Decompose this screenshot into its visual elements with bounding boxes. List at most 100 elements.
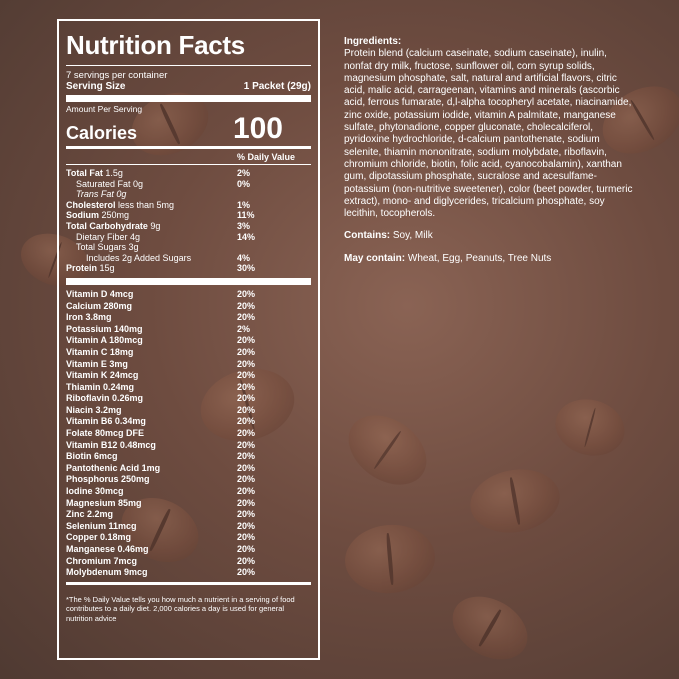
vitamin-dv: 20% xyxy=(237,532,256,543)
may-contain-text: Wheat, Egg, Peanuts, Tree Nuts xyxy=(405,252,552,264)
nutrient-dv: 14% xyxy=(237,231,256,242)
nutrient-amount: 250mg xyxy=(99,210,130,221)
vitamin-dv: 20% xyxy=(237,381,256,392)
nutrient-dv: 30% xyxy=(237,263,256,274)
vitamin-dv: 20% xyxy=(237,288,256,299)
coffee-bean-image xyxy=(549,391,631,464)
nutrient-row: Dietary Fiber 4g 14% xyxy=(66,232,311,243)
nutrient-amount: Dietary Fiber 4g xyxy=(76,231,141,242)
vitamin-row: Iron 3.8mg 20% xyxy=(66,312,311,324)
vitamin-name: Vitamin E 3mg xyxy=(66,358,128,369)
may-contain-label: May contain: xyxy=(344,252,406,264)
divider xyxy=(66,95,311,102)
vitamin-name: Niacin 3.2mg xyxy=(66,404,122,415)
nutrient-row: Cholesterol less than 5mg 1% xyxy=(66,200,311,211)
vitamin-row: Copper 0.18mg 20% xyxy=(66,532,311,544)
vitamin-row: Biotin 6mcg 20% xyxy=(66,451,311,463)
vitamin-row: Molybdenum 9mcg 20% xyxy=(66,567,311,579)
nutrition-facts-title: Nutrition Facts xyxy=(66,30,245,60)
vitamin-name: Riboflavin 0.26mg xyxy=(66,393,144,404)
vitamin-name: Potassium 140mg xyxy=(66,323,143,334)
vitamin-name: Biotin 6mcg xyxy=(66,451,118,462)
vitamin-dv: 20% xyxy=(237,393,256,404)
daily-value-footnote: *The % Daily Value tells you how much a … xyxy=(66,594,295,623)
divider xyxy=(66,277,311,285)
vitamin-row: Pantothenic Acid 1mg 20% xyxy=(66,463,311,475)
vitamin-name: Zinc 2.2mg xyxy=(66,509,114,520)
nutrient-row: Total Carbohydrate 9g 3% xyxy=(66,221,311,232)
may-contain-paragraph: May contain: Wheat, Egg, Peanuts, Tree N… xyxy=(344,253,634,265)
calories-value: 100 xyxy=(232,112,283,145)
nutrient-amount: less than 5mg xyxy=(115,199,175,210)
vitamin-row: Zinc 2.2mg 20% xyxy=(66,509,311,521)
vitamin-dv: 20% xyxy=(237,312,256,323)
vitamin-dv: 2% xyxy=(237,323,251,334)
coffee-bean-image xyxy=(335,401,440,499)
vitamin-row: Vitamin D 4mcg 20% xyxy=(66,289,311,301)
nutrient-name-bold: Total Fat xyxy=(66,168,103,178)
ingredients-section: Ingredients: Protein blend (calcium casei… xyxy=(344,36,634,275)
vitamin-row: Magnesium 85mg 20% xyxy=(66,498,311,510)
vitamin-row: Vitamin B12 0.48mcg 20% xyxy=(66,440,311,452)
vitamin-dv: 20% xyxy=(237,462,256,473)
vitamin-dv: 20% xyxy=(237,544,256,554)
vitamin-name: Molybdenum 9mcg xyxy=(66,567,148,578)
vitamin-dv: 20% xyxy=(237,428,256,439)
vitamin-name: Vitamin A 180mcg xyxy=(66,335,143,346)
vitamin-row: Potassium 140mg 2% xyxy=(66,324,311,336)
vitamin-row: Riboflavin 0.26mg 20% xyxy=(66,393,311,405)
serving-size-value: 1 Packet (29g) xyxy=(243,81,311,92)
vitamin-name: Chromium 7mcg xyxy=(66,555,138,566)
nutrient-dv: 4% xyxy=(237,252,251,263)
daily-value-header: % Daily Value xyxy=(237,152,296,162)
vitamin-dv: 20% xyxy=(237,520,256,531)
vitamin-name: Manganese 0.46mg xyxy=(66,544,149,554)
vitamin-dv: 20% xyxy=(237,555,256,566)
vitamin-row: Chromium 7mcg 20% xyxy=(66,556,311,568)
vitamin-row: Calcium 280mg 20% xyxy=(66,301,311,313)
vitamin-dv: 20% xyxy=(237,370,256,381)
nutrient-list: Total Fat 1.5g 2% Saturated Fat 0g 0% Tran… xyxy=(66,168,311,274)
vitamin-name: Pantothenic Acid 1mg xyxy=(66,462,161,473)
vitamin-list: Vitamin D 4mcg 20% Calcium 280mg 20% Iron 3.… xyxy=(66,289,311,579)
nutrient-dv: 11% xyxy=(237,210,255,221)
vitamin-dv: 20% xyxy=(237,404,256,415)
divider xyxy=(66,65,311,66)
nutrient-amount: 1.5g xyxy=(102,168,123,178)
vitamin-row: Vitamin E 3mg 20% xyxy=(66,359,311,371)
nutrition-facts-panel: Nutrition Facts 7 servings per container… xyxy=(57,19,320,660)
serving-size-row: Serving Size 1 Packet (29g) xyxy=(66,81,311,92)
vitamin-name: Folate 80mcg DFE xyxy=(66,428,145,439)
nutrient-row: Total Fat 1.5g 2% xyxy=(66,168,311,179)
vitamin-row: Thiamin 0.24mg 20% xyxy=(66,382,311,394)
nutrient-amount: Includes 2g Added Sugars xyxy=(86,252,192,263)
nutrient-dv: 1% xyxy=(237,199,251,210)
vitamin-dv: 20% xyxy=(237,439,256,450)
vitamin-name: Vitamin K 24mcg xyxy=(66,370,139,381)
vitamin-dv: 20% xyxy=(237,567,256,578)
amount-per-serving: Amount Per Serving xyxy=(66,104,143,114)
contains-text: Soy, Milk xyxy=(390,230,433,242)
divider xyxy=(66,146,311,149)
nutrient-row: Saturated Fat 0g 0% xyxy=(66,179,311,190)
contains-label: Contains: xyxy=(344,230,391,242)
vitamin-name: Iron 3.8mg xyxy=(66,312,112,323)
servings-per-container: 7 servings per container xyxy=(66,70,168,81)
vitamin-dv: 20% xyxy=(237,509,256,520)
vitamin-name: Vitamin D 4mcg xyxy=(66,288,134,299)
nutrient-row: Total Sugars 3g xyxy=(66,242,311,253)
ingredients-text: Protein blend (calcium caseinate, sodium… xyxy=(344,48,633,220)
nutrient-dv: 3% xyxy=(237,220,251,231)
nutrient-row: Trans Fat 0g xyxy=(66,189,311,200)
divider xyxy=(66,164,311,165)
coffee-bean-image xyxy=(465,462,565,540)
nutrient-dv: 0% xyxy=(237,178,251,189)
vitamin-row: Vitamin K 24mcg 20% xyxy=(66,370,311,382)
vitamin-name: Calcium 280mg xyxy=(66,300,133,311)
ingredients-paragraph: Ingredients: Protein blend (calcium casei… xyxy=(344,36,634,220)
vitamin-name: Copper 0.18mg xyxy=(66,532,132,543)
nutrient-amount: 15g xyxy=(97,263,115,274)
nutrient-name-bold: Protein xyxy=(66,263,98,274)
vitamin-row: Manganese 0.46mg 20% xyxy=(66,544,311,556)
nutrient-amount: 9g xyxy=(147,220,161,231)
